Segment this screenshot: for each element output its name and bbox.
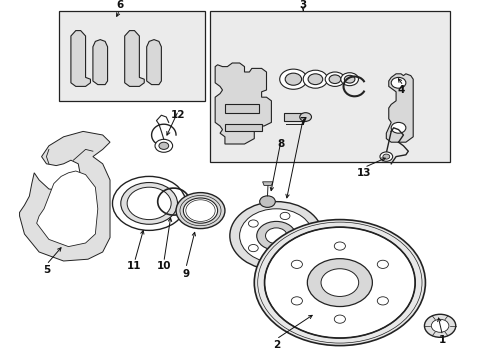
Text: 12: 12 (171, 110, 185, 120)
Circle shape (259, 196, 275, 207)
Text: 2: 2 (272, 340, 279, 350)
Circle shape (176, 193, 224, 229)
Text: 3: 3 (299, 0, 306, 10)
Circle shape (390, 122, 405, 133)
Circle shape (379, 152, 392, 161)
Circle shape (299, 232, 309, 239)
Circle shape (248, 244, 258, 252)
Circle shape (334, 315, 345, 323)
Circle shape (183, 198, 217, 223)
Circle shape (127, 187, 171, 220)
Circle shape (248, 220, 258, 227)
Polygon shape (37, 171, 98, 247)
Polygon shape (283, 113, 305, 121)
Circle shape (377, 297, 387, 305)
Polygon shape (124, 31, 144, 86)
Polygon shape (224, 104, 259, 113)
Text: 13: 13 (356, 168, 371, 178)
Polygon shape (224, 124, 261, 131)
Circle shape (320, 269, 358, 297)
Circle shape (299, 113, 311, 121)
Circle shape (229, 202, 322, 270)
Text: 8: 8 (277, 139, 284, 149)
Text: 6: 6 (116, 0, 123, 10)
Circle shape (285, 73, 301, 85)
Text: 7: 7 (299, 117, 306, 127)
Circle shape (382, 154, 389, 159)
Text: 9: 9 (182, 269, 189, 279)
Circle shape (344, 75, 354, 83)
Circle shape (112, 176, 185, 230)
Circle shape (279, 69, 306, 89)
Text: 11: 11 (127, 261, 142, 271)
Polygon shape (386, 74, 412, 142)
Circle shape (159, 142, 168, 149)
Circle shape (334, 242, 345, 250)
Circle shape (121, 183, 177, 224)
Bar (210, 11, 449, 162)
Circle shape (280, 252, 289, 259)
Circle shape (328, 75, 340, 84)
Circle shape (430, 319, 448, 332)
Polygon shape (93, 40, 107, 85)
Circle shape (291, 297, 302, 305)
Circle shape (377, 260, 387, 269)
Circle shape (340, 73, 358, 86)
Polygon shape (262, 182, 272, 185)
Text: 10: 10 (156, 261, 171, 271)
Circle shape (264, 227, 414, 338)
Text: 5: 5 (43, 265, 50, 275)
Circle shape (254, 220, 425, 346)
Polygon shape (215, 63, 271, 144)
Circle shape (239, 209, 312, 263)
Circle shape (280, 212, 289, 220)
Circle shape (303, 70, 327, 88)
Circle shape (390, 77, 405, 88)
Circle shape (155, 139, 172, 152)
Circle shape (291, 260, 302, 269)
Circle shape (307, 74, 322, 85)
Polygon shape (20, 131, 110, 261)
Text: 1: 1 (438, 335, 445, 345)
Circle shape (307, 258, 372, 306)
Circle shape (325, 72, 344, 86)
Circle shape (256, 221, 295, 250)
Polygon shape (146, 40, 161, 85)
Text: 4: 4 (396, 85, 404, 95)
Polygon shape (71, 31, 90, 86)
Bar (59, 11, 205, 101)
Circle shape (265, 228, 286, 244)
Circle shape (424, 314, 455, 337)
